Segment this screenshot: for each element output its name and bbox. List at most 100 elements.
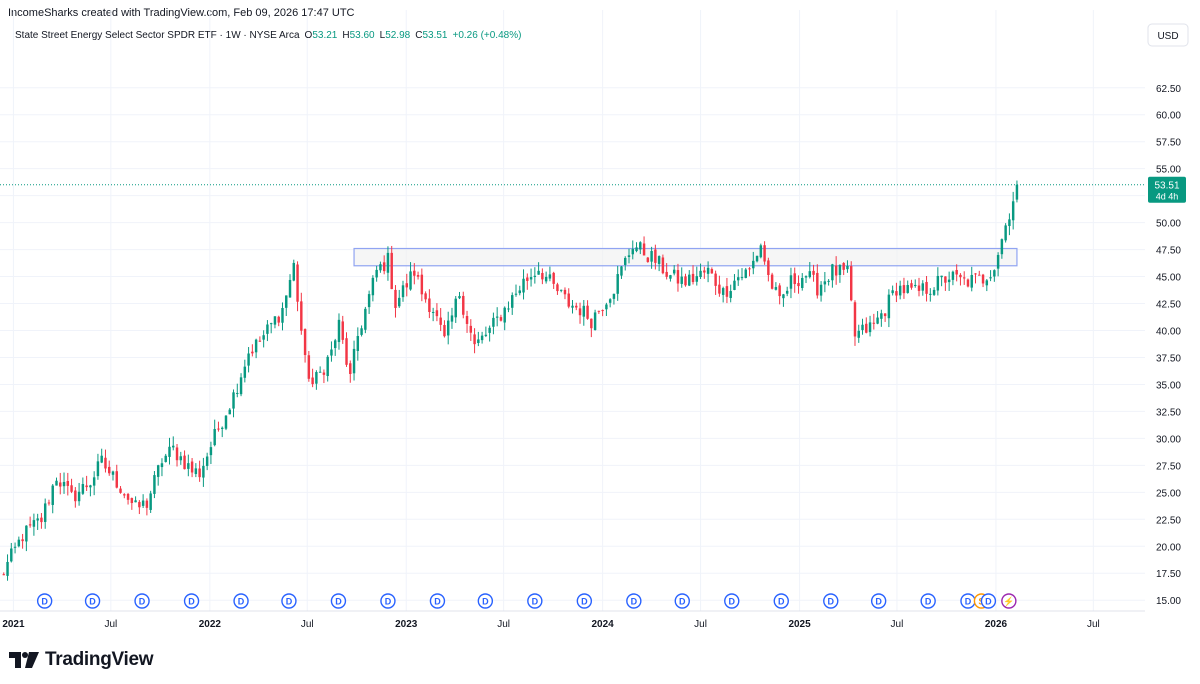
candle[interactable]	[164, 453, 167, 463]
candle[interactable]	[462, 291, 465, 319]
candle[interactable]	[285, 295, 288, 317]
candle[interactable]	[925, 275, 928, 302]
candle[interactable]	[797, 275, 800, 294]
candle[interactable]	[891, 285, 894, 296]
candle[interactable]	[989, 270, 992, 282]
candle[interactable]	[360, 325, 363, 337]
candle[interactable]	[718, 275, 721, 297]
candle[interactable]	[356, 327, 360, 361]
candle[interactable]	[1015, 180, 1019, 203]
dividend-marker[interactable]: D	[870, 593, 887, 609]
candle[interactable]	[311, 368, 314, 388]
dividend-marker[interactable]: D	[626, 593, 642, 609]
candle[interactable]	[974, 273, 977, 284]
candle[interactable]	[269, 322, 273, 334]
candle[interactable]	[43, 498, 47, 529]
candle[interactable]	[887, 289, 891, 328]
candle[interactable]	[352, 340, 356, 381]
candle[interactable]	[578, 302, 582, 324]
candle[interactable]	[251, 344, 254, 357]
candle[interactable]	[492, 312, 495, 335]
candle[interactable]	[981, 273, 985, 288]
dividend-marker[interactable]: D	[724, 593, 740, 609]
dividend-marker[interactable]: D	[527, 593, 543, 609]
candle[interactable]	[318, 366, 322, 373]
candle[interactable]	[258, 336, 262, 342]
candle[interactable]	[597, 310, 601, 314]
candle[interactable]	[108, 460, 111, 476]
candle[interactable]	[349, 360, 352, 383]
candle[interactable]	[1008, 213, 1011, 236]
candle[interactable]	[556, 282, 559, 295]
candle[interactable]	[902, 277, 906, 299]
candle[interactable]	[409, 262, 412, 291]
candle[interactable]	[473, 328, 476, 354]
candle[interactable]	[774, 282, 778, 291]
candle[interactable]	[292, 259, 296, 282]
candle[interactable]	[767, 257, 770, 282]
candle[interactable]	[74, 487, 77, 508]
candle[interactable]	[827, 279, 830, 286]
candle[interactable]	[586, 300, 589, 320]
candle[interactable]	[104, 449, 107, 473]
candle[interactable]	[770, 272, 774, 290]
candle[interactable]	[639, 241, 642, 255]
candle[interactable]	[281, 302, 284, 331]
candle[interactable]	[752, 251, 755, 275]
candle[interactable]	[398, 289, 401, 308]
candle[interactable]	[149, 490, 152, 513]
candle[interactable]	[168, 437, 171, 465]
candle[interactable]	[955, 264, 958, 282]
candle[interactable]	[254, 338, 258, 359]
candle[interactable]	[635, 242, 638, 253]
tradingview-logo[interactable]: TradingView	[9, 649, 154, 671]
candle[interactable]	[236, 383, 239, 398]
candle[interactable]	[183, 450, 186, 470]
candle[interactable]	[834, 256, 838, 285]
candle[interactable]	[620, 265, 623, 279]
candle[interactable]	[333, 338, 337, 356]
candle[interactable]	[424, 291, 427, 303]
candle[interactable]	[929, 288, 932, 302]
candle[interactable]	[296, 261, 299, 312]
candle[interactable]	[831, 263, 834, 288]
candle[interactable]	[740, 268, 744, 281]
candle[interactable]	[966, 278, 970, 288]
candle[interactable]	[507, 301, 510, 313]
candle[interactable]	[544, 271, 548, 284]
candle[interactable]	[605, 302, 608, 316]
candle[interactable]	[721, 286, 725, 303]
candle[interactable]	[898, 280, 902, 300]
candle[interactable]	[326, 355, 329, 382]
candle[interactable]	[518, 285, 521, 296]
y-axis[interactable]: 15.00 17.50 20.00 22.50 25.00 27.50 30.00 32.50…	[1156, 84, 1181, 607]
candle[interactable]	[484, 326, 488, 338]
candle[interactable]	[47, 499, 51, 506]
candle[interactable]	[816, 264, 819, 299]
candle[interactable]	[6, 554, 9, 581]
candle[interactable]	[488, 325, 491, 342]
candle[interactable]	[548, 266, 552, 282]
candle[interactable]	[782, 293, 785, 307]
candle[interactable]	[778, 283, 781, 305]
candle[interactable]	[876, 311, 879, 325]
candle[interactable]	[801, 273, 804, 291]
candle[interactable]	[755, 255, 759, 263]
candle[interactable]	[322, 369, 326, 384]
candle[interactable]	[307, 350, 311, 382]
candle[interactable]	[575, 302, 578, 311]
candle[interactable]	[914, 279, 917, 288]
candle[interactable]	[947, 271, 951, 291]
resistance-zone[interactable]	[353, 247, 1018, 267]
currency-button[interactable]: USD	[1147, 23, 1189, 47]
candle[interactable]	[672, 265, 676, 276]
candle[interactable]	[123, 493, 126, 499]
candle[interactable]	[657, 255, 661, 272]
candle[interactable]	[413, 263, 416, 285]
candle[interactable]	[590, 318, 593, 338]
candle[interactable]	[465, 310, 469, 333]
candle[interactable]	[959, 273, 962, 286]
candle[interactable]	[469, 319, 473, 341]
candle[interactable]	[141, 494, 145, 508]
candle[interactable]	[695, 266, 699, 286]
